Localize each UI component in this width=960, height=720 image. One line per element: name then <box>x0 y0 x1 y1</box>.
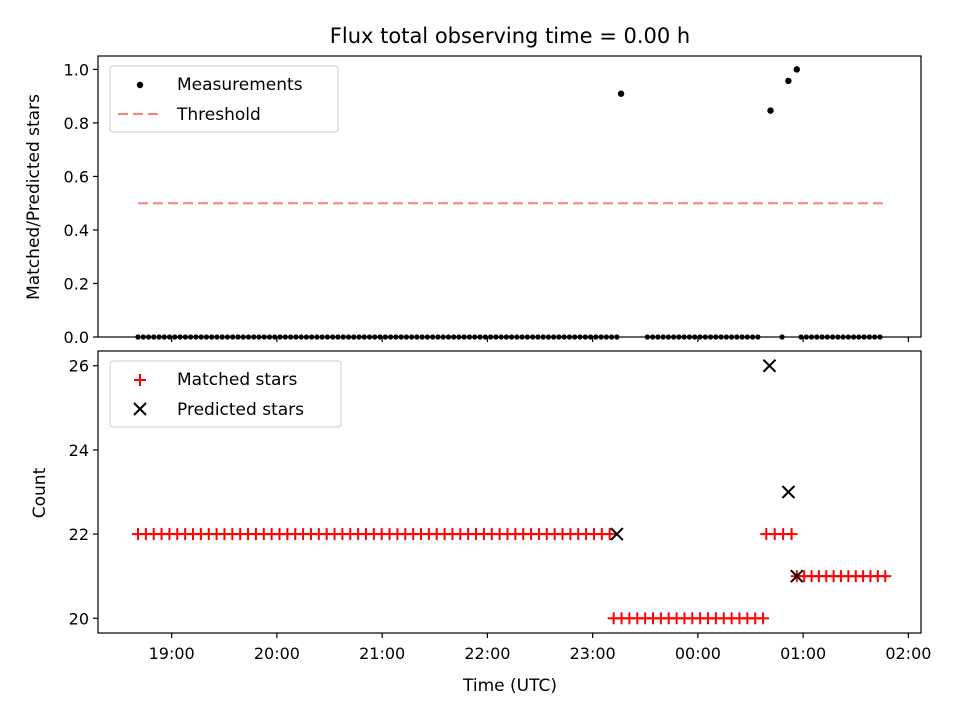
top-legend: Measurements Threshold <box>109 65 339 133</box>
top-axes: 0.0 0.2 0.4 0.6 0.8 1.0 Matched/Predicted sta… <box>24 55 922 347</box>
predicted-star-points <box>610 359 804 583</box>
x-tick-label: 23:00 <box>570 644 616 663</box>
x-tick-label: 22:00 <box>464 644 510 663</box>
top-y-tick-label: 0.4 <box>64 221 89 240</box>
matched-star-point <box>757 612 770 625</box>
bottom-y-axis-label: Count <box>30 467 50 518</box>
legend-marker-measurements <box>136 81 144 89</box>
bottom-axes: 20 22 24 26 19:00 20:00 21:00 22:00 23:00 00:00 0… <box>30 350 931 696</box>
legend-label-predicted: Predicted stars <box>177 400 304 420</box>
x-tick-label: 01:00 <box>780 644 826 663</box>
bottom-y-tick-label: 20 <box>69 609 89 628</box>
top-y-tick-label: 0.0 <box>64 328 89 347</box>
predicted-star-point <box>790 569 804 583</box>
x-tick-label: 00:00 <box>675 644 721 663</box>
bottom-legend-box <box>109 360 342 428</box>
top-y-axis-label: Matched/Predicted stars <box>24 94 44 300</box>
bottom-y-tick-label: 22 <box>69 525 89 544</box>
bottom-y-tick-label: 24 <box>69 441 89 460</box>
matched-star-point <box>603 528 616 541</box>
top-y-tick-label: 1.0 <box>64 60 89 79</box>
predicted-star-point <box>762 359 777 373</box>
matched-star-point <box>879 570 892 583</box>
top-legend-box <box>109 65 339 133</box>
top-y-ticks: 0.0 0.2 0.4 0.6 0.8 1.0 <box>64 60 98 347</box>
bottom-y-tick-label: 26 <box>69 357 89 376</box>
predicted-marker-b <box>610 527 624 541</box>
top-y-tick-label: 0.6 <box>64 167 89 186</box>
x-tick-label: 19:00 <box>149 644 195 663</box>
predicted-star-point <box>781 485 796 499</box>
predicted-marker-b <box>762 359 777 373</box>
legend-label-threshold: Threshold <box>176 105 261 125</box>
legend-marker-matched <box>134 374 146 386</box>
measurement-point <box>793 66 801 73</box>
bottom-legend: Matched stars Predicted stars <box>109 360 342 428</box>
legend-label-measurements: Measurements <box>177 75 303 95</box>
bottom-y-ticks: 20 22 24 26 <box>69 357 98 628</box>
chart-title: Flux total observing time = 0.00 h <box>330 24 690 48</box>
top-y-tick-label: 0.8 <box>64 114 89 133</box>
x-tick-label: 02:00 <box>885 644 931 663</box>
matched-star-points <box>131 528 892 625</box>
predicted-marker-b <box>781 485 796 499</box>
x-tick-label: 20:00 <box>254 644 300 663</box>
legend-marker-predicted <box>133 402 147 416</box>
legend-label-matched: Matched stars <box>177 370 297 390</box>
bottom-x-ticks: 19:00 20:00 21:00 22:00 23:00 00:00 01:00 02:00 <box>149 633 931 663</box>
x-tick-label: 21:00 <box>359 644 405 663</box>
predicted-marker-b <box>790 569 804 583</box>
predicted-star-point <box>610 527 624 541</box>
bottom-axes-frame <box>97 350 922 634</box>
top-y-tick-label: 0.2 <box>64 274 89 293</box>
measurement-point <box>617 90 625 97</box>
top-axes-frame <box>97 55 922 338</box>
x-axis-label: Time (UTC) <box>462 676 557 696</box>
measurement-point <box>767 107 774 114</box>
matched-star-point <box>785 528 798 541</box>
measurement-point <box>785 77 792 85</box>
